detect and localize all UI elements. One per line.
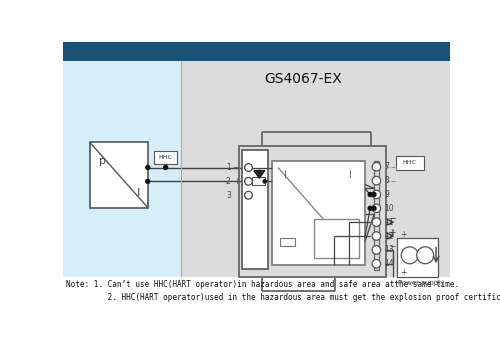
Text: 14: 14 bbox=[384, 259, 394, 268]
Circle shape bbox=[262, 179, 267, 184]
Bar bbox=[374, 161, 378, 270]
Bar bbox=[280, 238, 295, 246]
Circle shape bbox=[416, 247, 434, 264]
Bar bbox=[154, 151, 177, 164]
Text: Power supply: Power supply bbox=[398, 280, 444, 286]
Bar bbox=[90, 142, 148, 208]
Bar bbox=[180, 61, 450, 277]
Circle shape bbox=[244, 164, 252, 172]
Text: 2: 2 bbox=[226, 177, 230, 186]
Circle shape bbox=[372, 206, 377, 211]
Circle shape bbox=[372, 204, 380, 212]
Text: 12: 12 bbox=[384, 232, 394, 240]
Circle shape bbox=[368, 206, 373, 211]
Text: HHC: HHC bbox=[158, 155, 172, 160]
Text: 2. HHC(HART operator)used in the hazardous area must get the explosion proof cer: 2. HHC(HART operator)used in the hazardo… bbox=[66, 293, 500, 302]
Circle shape bbox=[372, 162, 380, 171]
Circle shape bbox=[372, 190, 380, 199]
Circle shape bbox=[372, 218, 380, 226]
Circle shape bbox=[368, 192, 373, 197]
Circle shape bbox=[372, 260, 380, 268]
Circle shape bbox=[372, 246, 380, 254]
Circle shape bbox=[372, 176, 380, 185]
Text: 1: 1 bbox=[226, 163, 230, 172]
Text: HHC: HHC bbox=[403, 160, 416, 166]
Bar bbox=[242, 150, 268, 269]
Circle shape bbox=[401, 247, 418, 264]
Text: I: I bbox=[137, 188, 140, 198]
Text: 11: 11 bbox=[384, 218, 394, 227]
Text: +: + bbox=[388, 229, 395, 237]
Text: Safe–area: Safe–area bbox=[280, 45, 350, 58]
Text: −: − bbox=[388, 215, 395, 224]
Text: +: + bbox=[232, 177, 239, 186]
Bar bbox=[62, 61, 180, 277]
Bar bbox=[252, 177, 265, 185]
Bar bbox=[62, 42, 450, 61]
Bar bbox=[314, 219, 360, 258]
Bar bbox=[239, 146, 386, 277]
Circle shape bbox=[145, 178, 150, 184]
Text: 7: 7 bbox=[384, 162, 389, 171]
Text: +: + bbox=[390, 229, 396, 237]
Circle shape bbox=[244, 177, 252, 185]
Bar bbox=[272, 161, 365, 265]
Text: 8: 8 bbox=[384, 176, 389, 185]
Polygon shape bbox=[254, 170, 265, 178]
Text: −: − bbox=[232, 163, 239, 172]
Text: I: I bbox=[350, 170, 352, 180]
Circle shape bbox=[145, 165, 150, 170]
Text: +: + bbox=[400, 268, 406, 277]
Circle shape bbox=[372, 192, 377, 197]
Bar bbox=[398, 238, 438, 277]
Text: Note: 1. Can’t use HHC(HART operator)in hazardous area and safe area atthe same : Note: 1. Can’t use HHC(HART operator)in … bbox=[66, 280, 460, 289]
Text: 10: 10 bbox=[384, 204, 394, 213]
Text: I: I bbox=[284, 170, 287, 180]
Bar bbox=[396, 156, 423, 170]
Text: −: − bbox=[390, 215, 396, 224]
Text: −: − bbox=[388, 242, 395, 251]
Circle shape bbox=[372, 232, 380, 240]
Text: Hazardous–area: Hazardous–area bbox=[66, 45, 178, 58]
Text: p: p bbox=[99, 156, 106, 166]
Text: 3: 3 bbox=[226, 191, 231, 200]
Text: +: + bbox=[400, 230, 406, 239]
Text: GS4067-EX: GS4067-EX bbox=[264, 72, 342, 86]
Text: 13: 13 bbox=[384, 245, 394, 254]
Circle shape bbox=[244, 191, 252, 199]
Text: 9: 9 bbox=[384, 190, 389, 199]
Circle shape bbox=[163, 165, 168, 170]
